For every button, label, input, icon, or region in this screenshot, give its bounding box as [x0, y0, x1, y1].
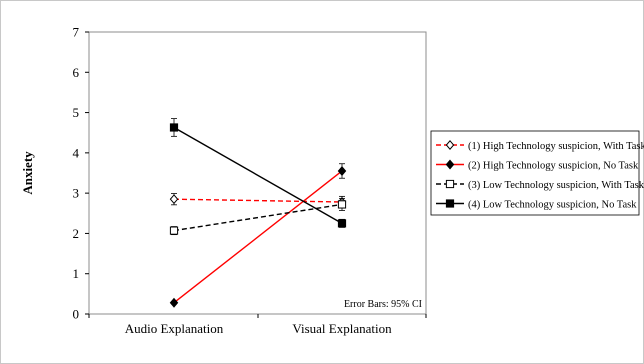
legend-item-1: (1) High Technology suspicion, With Task [436, 140, 644, 152]
data-point [337, 219, 347, 228]
y-tick-label: 6 [73, 65, 80, 80]
x-tick-label: Visual Explanation [292, 321, 392, 336]
data-point [337, 200, 347, 209]
data-point [169, 123, 179, 132]
legend-marker [445, 140, 455, 150]
legend-label: (2) High Technology suspicion, No Task [468, 160, 639, 171]
series-line [173, 126, 343, 224]
legend-item-4: (4) Low Technology suspicion, No Task [436, 199, 637, 210]
y-tick-label: 4 [73, 145, 80, 160]
legend-marker [445, 199, 455, 208]
legend-item-2: (2) High Technology suspicion, No Task [436, 159, 639, 171]
legend-label: (1) High Technology suspicion, With Task [468, 141, 644, 152]
y-axis-title: Anxiety [20, 151, 35, 195]
series-2 [169, 163, 347, 308]
series-line [173, 203, 343, 232]
plot-area [88, 31, 427, 315]
series-layer [169, 118, 347, 308]
y-tick-label: 7 [73, 25, 80, 40]
legend: (1) High Technology suspicion, With Task… [436, 140, 644, 210]
error-bar-note: Error Bars: 95% CI [344, 299, 422, 310]
x-tick-label: Audio Explanation [125, 321, 224, 336]
legend-marker [445, 159, 455, 170]
legend-label: (3) Low Technology suspicion, With Task [468, 180, 644, 191]
y-tick-label: 0 [73, 307, 80, 322]
y-tick-label: 2 [73, 226, 80, 241]
data-point [337, 166, 347, 176]
legend-item-3: (3) Low Technology suspicion, With Task [436, 180, 644, 191]
series-3 [169, 197, 347, 236]
y-tick-label: 5 [73, 105, 80, 120]
series-line [173, 170, 343, 304]
series-line [173, 198, 343, 203]
legend-marker [445, 179, 455, 189]
series-4 [169, 118, 347, 228]
y-tick-label: 1 [73, 266, 80, 281]
legend-label: (4) Low Technology suspicion, No Task [468, 199, 637, 210]
data-point [169, 226, 179, 235]
data-point [169, 297, 179, 308]
y-axis: 0 1 2 3 4 5 6 7 [73, 25, 89, 322]
x-axis: Audio Explanation Visual Explanation [88, 314, 427, 336]
y-tick-label: 3 [73, 186, 80, 201]
legend-box [430, 130, 640, 216]
data-point [169, 194, 179, 205]
